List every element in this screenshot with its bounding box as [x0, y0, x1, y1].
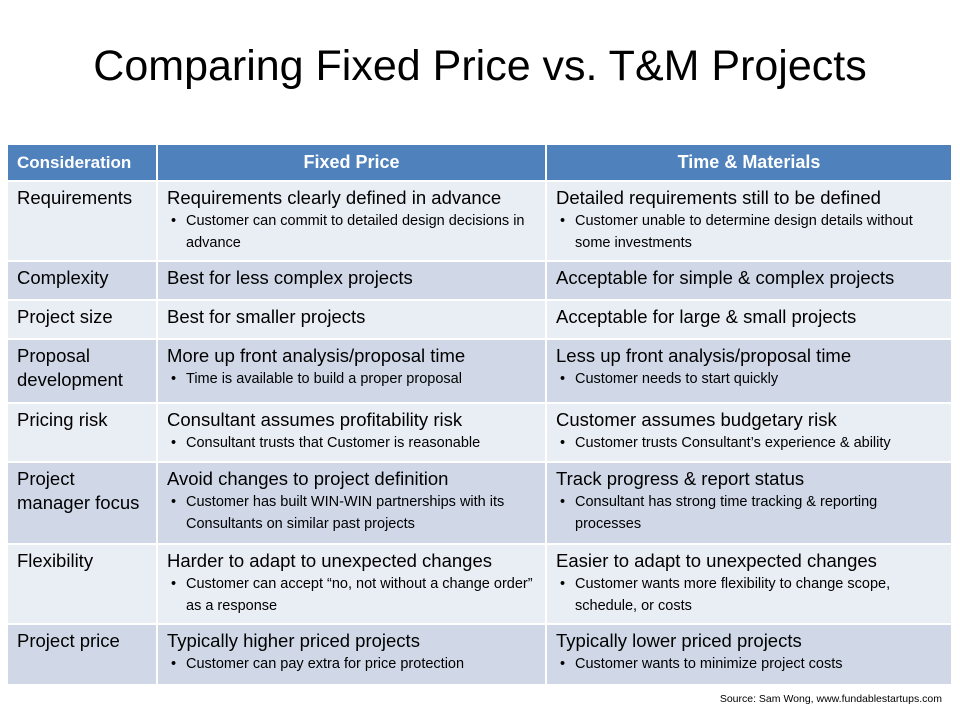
- fixed-price-text: Typically higher priced projects: [167, 630, 420, 651]
- consideration-cell: Project size: [8, 300, 158, 340]
- time-materials-bullet: Customer wants more flexibility to chang…: [560, 573, 942, 617]
- time-materials-cell: Acceptable for large & small projects: [546, 300, 953, 340]
- time-materials-cell: Less up front analysis/proposal time Cus…: [546, 339, 953, 404]
- consideration-cell: Requirements: [8, 181, 158, 262]
- table-row: Pricing risk Consultant assumes profitab…: [8, 403, 953, 463]
- header-consideration: Consideration: [8, 145, 158, 182]
- time-materials-bullet: Customer wants to minimize project costs: [560, 653, 942, 675]
- slide-title: Comparing Fixed Price vs. T&M Projects: [93, 42, 867, 90]
- fixed-price-cell: Harder to adapt to unexpected changes Cu…: [157, 544, 547, 625]
- consideration-cell: Flexibility: [8, 544, 158, 625]
- time-materials-text: Less up front analysis/proposal time: [556, 345, 852, 366]
- time-materials-text: Acceptable for simple & complex projects: [556, 267, 895, 288]
- fixed-price-bullet: Customer has built WIN-WIN partnerships …: [171, 491, 536, 535]
- time-materials-text: Acceptable for large & small projects: [556, 306, 857, 327]
- table-header-row: Consideration Fixed Price Time & Materia…: [8, 145, 953, 182]
- fixed-price-cell: Consultant assumes profitability risk Co…: [157, 403, 547, 463]
- table-row: Project size Best for smaller projects A…: [8, 300, 953, 340]
- time-materials-bullet: Customer trusts Consultant’s experience …: [560, 432, 942, 454]
- fixed-price-text: Consultant assumes profitability risk: [167, 409, 463, 430]
- time-materials-bullet: Customer unable to determine design deta…: [560, 210, 942, 254]
- time-materials-bullet: Consultant has strong time tracking & re…: [560, 491, 942, 535]
- table-row: Project price Typically higher priced pr…: [8, 624, 953, 686]
- time-materials-bullet: Customer needs to start quickly: [560, 368, 942, 390]
- fixed-price-cell: Best for smaller projects: [157, 300, 547, 340]
- fixed-price-bullet: Time is available to build a proper prop…: [171, 368, 536, 390]
- table-row: Requirements Requirements clearly define…: [8, 181, 953, 262]
- time-materials-cell: Typically lower priced projects Customer…: [546, 624, 953, 686]
- consideration-cell: Complexity: [8, 261, 158, 301]
- time-materials-cell: Acceptable for simple & complex projects: [546, 261, 953, 301]
- fixed-price-cell: Best for less complex projects: [157, 261, 547, 301]
- time-materials-cell: Detailed requirements still to be define…: [546, 181, 953, 262]
- time-materials-cell: Customer assumes budgetary risk Customer…: [546, 403, 953, 463]
- consideration-cell: Project price: [8, 624, 158, 686]
- table-row: Flexibility Harder to adapt to unexpecte…: [8, 544, 953, 625]
- fixed-price-text: Requirements clearly defined in advance: [167, 187, 502, 208]
- consideration-cell: Pricing risk: [8, 403, 158, 463]
- fixed-price-cell: More up front analysis/proposal time Tim…: [157, 339, 547, 404]
- fixed-price-cell: Typically higher priced projects Custome…: [157, 624, 547, 686]
- header-time-materials: Time & Materials: [546, 145, 953, 182]
- time-materials-text: Detailed requirements still to be define…: [556, 187, 881, 208]
- table-row: Proposal development More up front analy…: [8, 339, 953, 404]
- fixed-price-bullet: Consultant trusts that Customer is reaso…: [171, 432, 536, 454]
- consideration-cell: Project manager focus: [8, 462, 158, 545]
- fixed-price-text: Best for smaller projects: [167, 306, 366, 327]
- time-materials-text: Track progress & report status: [556, 468, 805, 489]
- time-materials-text: Typically lower priced projects: [556, 630, 802, 651]
- fixed-price-cell: Avoid changes to project definition Cust…: [157, 462, 547, 545]
- fixed-price-bullet: Customer can accept “no, not without a c…: [171, 573, 536, 617]
- fixed-price-text: Harder to adapt to unexpected changes: [167, 550, 493, 571]
- fixed-price-text: More up front analysis/proposal time: [167, 345, 466, 366]
- table-row: Project manager focus Avoid changes to p…: [8, 462, 953, 545]
- fixed-price-bullet: Customer can pay extra for price protect…: [171, 653, 536, 675]
- time-materials-text: Easier to adapt to unexpected changes: [556, 550, 877, 571]
- fixed-price-cell: Requirements clearly defined in advance …: [157, 181, 547, 262]
- time-materials-text: Customer assumes budgetary risk: [556, 409, 837, 430]
- fixed-price-bullet: Customer can commit to detailed design d…: [171, 210, 536, 254]
- table-row: Complexity Best for less complex project…: [8, 261, 953, 301]
- comparison-table: Consideration Fixed Price Time & Materia…: [8, 145, 953, 686]
- consideration-cell: Proposal development: [8, 339, 158, 404]
- fixed-price-text: Avoid changes to project definition: [167, 468, 449, 489]
- header-fixed-price: Fixed Price: [157, 145, 547, 182]
- time-materials-cell: Track progress & report status Consultan…: [546, 462, 953, 545]
- fixed-price-text: Best for less complex projects: [167, 267, 413, 288]
- source-citation: Source: Sam Wong, www.fundablestartups.c…: [719, 693, 942, 705]
- time-materials-cell: Easier to adapt to unexpected changes Cu…: [546, 544, 953, 625]
